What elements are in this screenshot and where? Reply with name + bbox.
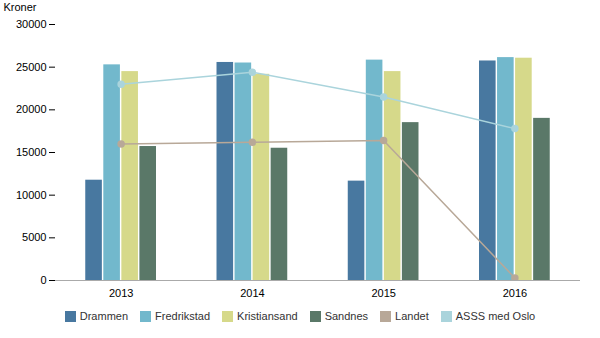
html-text:Drammen: Drammen [79, 310, 129, 322]
svg-text:10000: 10000 [16, 189, 47, 201]
html-text:Fredrikstad: Fredrikstad [155, 310, 211, 322]
svg-text:Kroner: Kroner [4, 1, 37, 13]
svg-text:25000: 25000 [16, 61, 47, 73]
svg-text:20000: 20000 [16, 103, 47, 115]
html-text:Kristiansand: Kristiansand [237, 310, 298, 322]
svg-text:15000: 15000 [16, 146, 47, 158]
svg-text:2015: 2015 [371, 287, 395, 299]
html-text:Landet: Landet [395, 310, 429, 322]
html-text:ASSS med Oslo: ASSS med Oslo [455, 310, 536, 322]
svg-text:2014: 2014 [240, 287, 264, 299]
svg-text:0: 0 [40, 274, 46, 286]
svg-text:2016: 2016 [503, 287, 527, 299]
svg-text:5000: 5000 [22, 231, 46, 243]
svg-text:2013: 2013 [109, 287, 133, 299]
svg-text:30000: 30000 [16, 18, 47, 30]
html-text:Sandnes: Sandnes [324, 310, 369, 322]
